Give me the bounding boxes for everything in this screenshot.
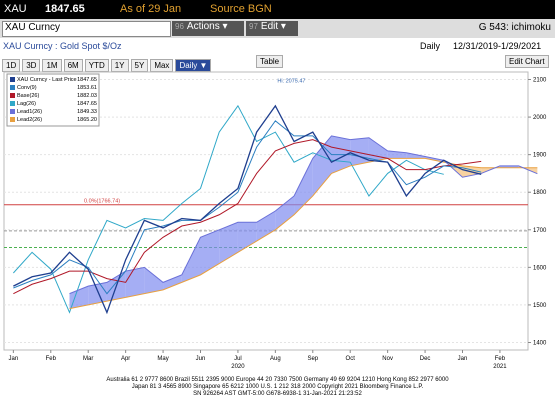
legend-box: [6, 73, 100, 127]
x-tick-label: Dec: [420, 356, 431, 362]
legend-label: Lag(26): [17, 101, 36, 107]
menu-num: 97: [249, 22, 258, 31]
legend-label: XAU Curncy - Last Price: [17, 77, 77, 83]
menu-label: Actions ▾: [186, 21, 228, 32]
x-tick-label: Jan: [458, 356, 468, 362]
range-button[interactable]: Max: [150, 59, 174, 72]
x-tick-label: Jan: [9, 356, 19, 362]
x-tick-label: Jun: [196, 356, 206, 362]
x-tick-label: Sep: [307, 356, 318, 362]
cloud: [312, 135, 332, 196]
range-button[interactable]: 3D: [22, 59, 41, 72]
ticker: XAU: [4, 3, 27, 15]
top-bar: XAU 1847.65 As of 29 Jan Source BGN: [0, 0, 555, 19]
x-tick-label: May: [157, 356, 168, 362]
x-tick-label: Feb: [495, 356, 506, 362]
frequency: Daily: [420, 41, 441, 51]
x-tick-label: Oct: [346, 356, 356, 362]
legend-value: 1882.03: [77, 93, 97, 99]
cloud: [88, 282, 107, 305]
chart: 1400 1500 1600 1700 1800 1900 2000 2100 Jan Feb Ma…: [3, 71, 547, 370]
source: Source BGN: [210, 3, 272, 15]
legend-label: Conv(9): [17, 85, 37, 91]
series-line: [69, 157, 538, 310]
legend-value: 1865.20: [77, 117, 97, 123]
legend-value: 1853.61: [77, 85, 97, 91]
series-line: [12, 104, 444, 314]
description: XAU Curncy : Gold Spot $/Oz: [3, 41, 122, 51]
cloud: [125, 267, 145, 298]
series-line: [13, 120, 482, 295]
actions-menu[interactable]: 96 Actions ▾: [172, 21, 244, 36]
edit-chart-button[interactable]: Edit Chart: [505, 55, 549, 68]
cloud: [200, 229, 220, 275]
cloud: [219, 222, 238, 264]
x-tick-label: Jul: [234, 356, 242, 362]
edit-menu[interactable]: 97 Edit ▾: [246, 21, 298, 36]
cloud: [181, 237, 201, 283]
y-tick-label: 1800: [533, 190, 547, 196]
menu-num: 96: [175, 22, 184, 31]
cloud: [69, 286, 89, 309]
footer-line: SN 926264 AST GMT-5:00 G678-6938-1 31-Ja…: [193, 391, 362, 397]
legend-value: 1847.65: [77, 77, 97, 83]
footer-line: Japan 81 3 4565 8900 Singapore 65 6212 1…: [131, 384, 424, 390]
toolbar: XAU Curncy 96 Actions ▾ 97 Edit ▾ G 543: i…: [0, 19, 555, 38]
legend-swatch: [10, 85, 15, 90]
legend-label: Lead2(26): [17, 117, 42, 123]
as-of: As of 29 Jan: [120, 3, 182, 15]
menu-label: Edit ▾: [260, 21, 286, 32]
y-tick-label: 1700: [533, 228, 547, 234]
legend-swatch: [10, 101, 15, 106]
y-tick-label: 1400: [533, 340, 547, 346]
legend-swatch: [10, 93, 15, 98]
y-tick-label: 1900: [533, 153, 547, 159]
y-tick-label: 2100: [533, 78, 547, 84]
high-label: Hi: 2075.47: [277, 79, 305, 85]
cloud: [256, 211, 276, 242]
x-tick-label: Aug: [270, 356, 281, 362]
x-tick-label: Apr: [121, 356, 130, 362]
legend-value: 1847.65: [77, 101, 97, 107]
footer-line: Australia 61 2 9777 8600 Brazil 5511 239…: [106, 377, 449, 383]
cloud: [163, 274, 182, 290]
series-line: [13, 104, 482, 315]
x-tick-label: Nov: [382, 356, 393, 362]
legend-value: 1849.33: [77, 109, 97, 115]
legend-label: Base(26): [17, 93, 39, 99]
year-label: 2021: [493, 364, 507, 370]
x-tick-label: Feb: [46, 356, 57, 362]
y-tick-label: 1600: [533, 265, 547, 271]
footer: Australia 61 2 9777 8600 Brazil 5511 239…: [0, 377, 555, 400]
legend-label: Lead1(26): [17, 109, 42, 115]
chart-header: XAU Curncy : Gold Spot $/Oz Daily 12/31/…: [0, 38, 555, 54]
cloud: [237, 222, 257, 253]
legend-swatch: [10, 77, 15, 82]
price: 1847.65: [45, 3, 85, 15]
y-tick-label: 1500: [533, 303, 547, 309]
page-id: G 543: ichimoku: [478, 22, 551, 33]
cloud: [144, 267, 164, 294]
year-label: 2020: [231, 364, 245, 370]
y-tick-label: 2000: [533, 115, 547, 121]
table-button[interactable]: Table: [256, 55, 284, 68]
level-label: 0.0%(1766.74): [84, 199, 120, 205]
series-line: [69, 135, 538, 295]
x-tick-label: Mar: [83, 356, 93, 362]
cloud: [275, 195, 295, 230]
date-range: 12/31/2019-1/29/2021: [453, 41, 542, 51]
security-input[interactable]: XAU Curncy: [2, 21, 171, 37]
legend-swatch: [10, 109, 15, 114]
legend-swatch: [10, 117, 15, 122]
